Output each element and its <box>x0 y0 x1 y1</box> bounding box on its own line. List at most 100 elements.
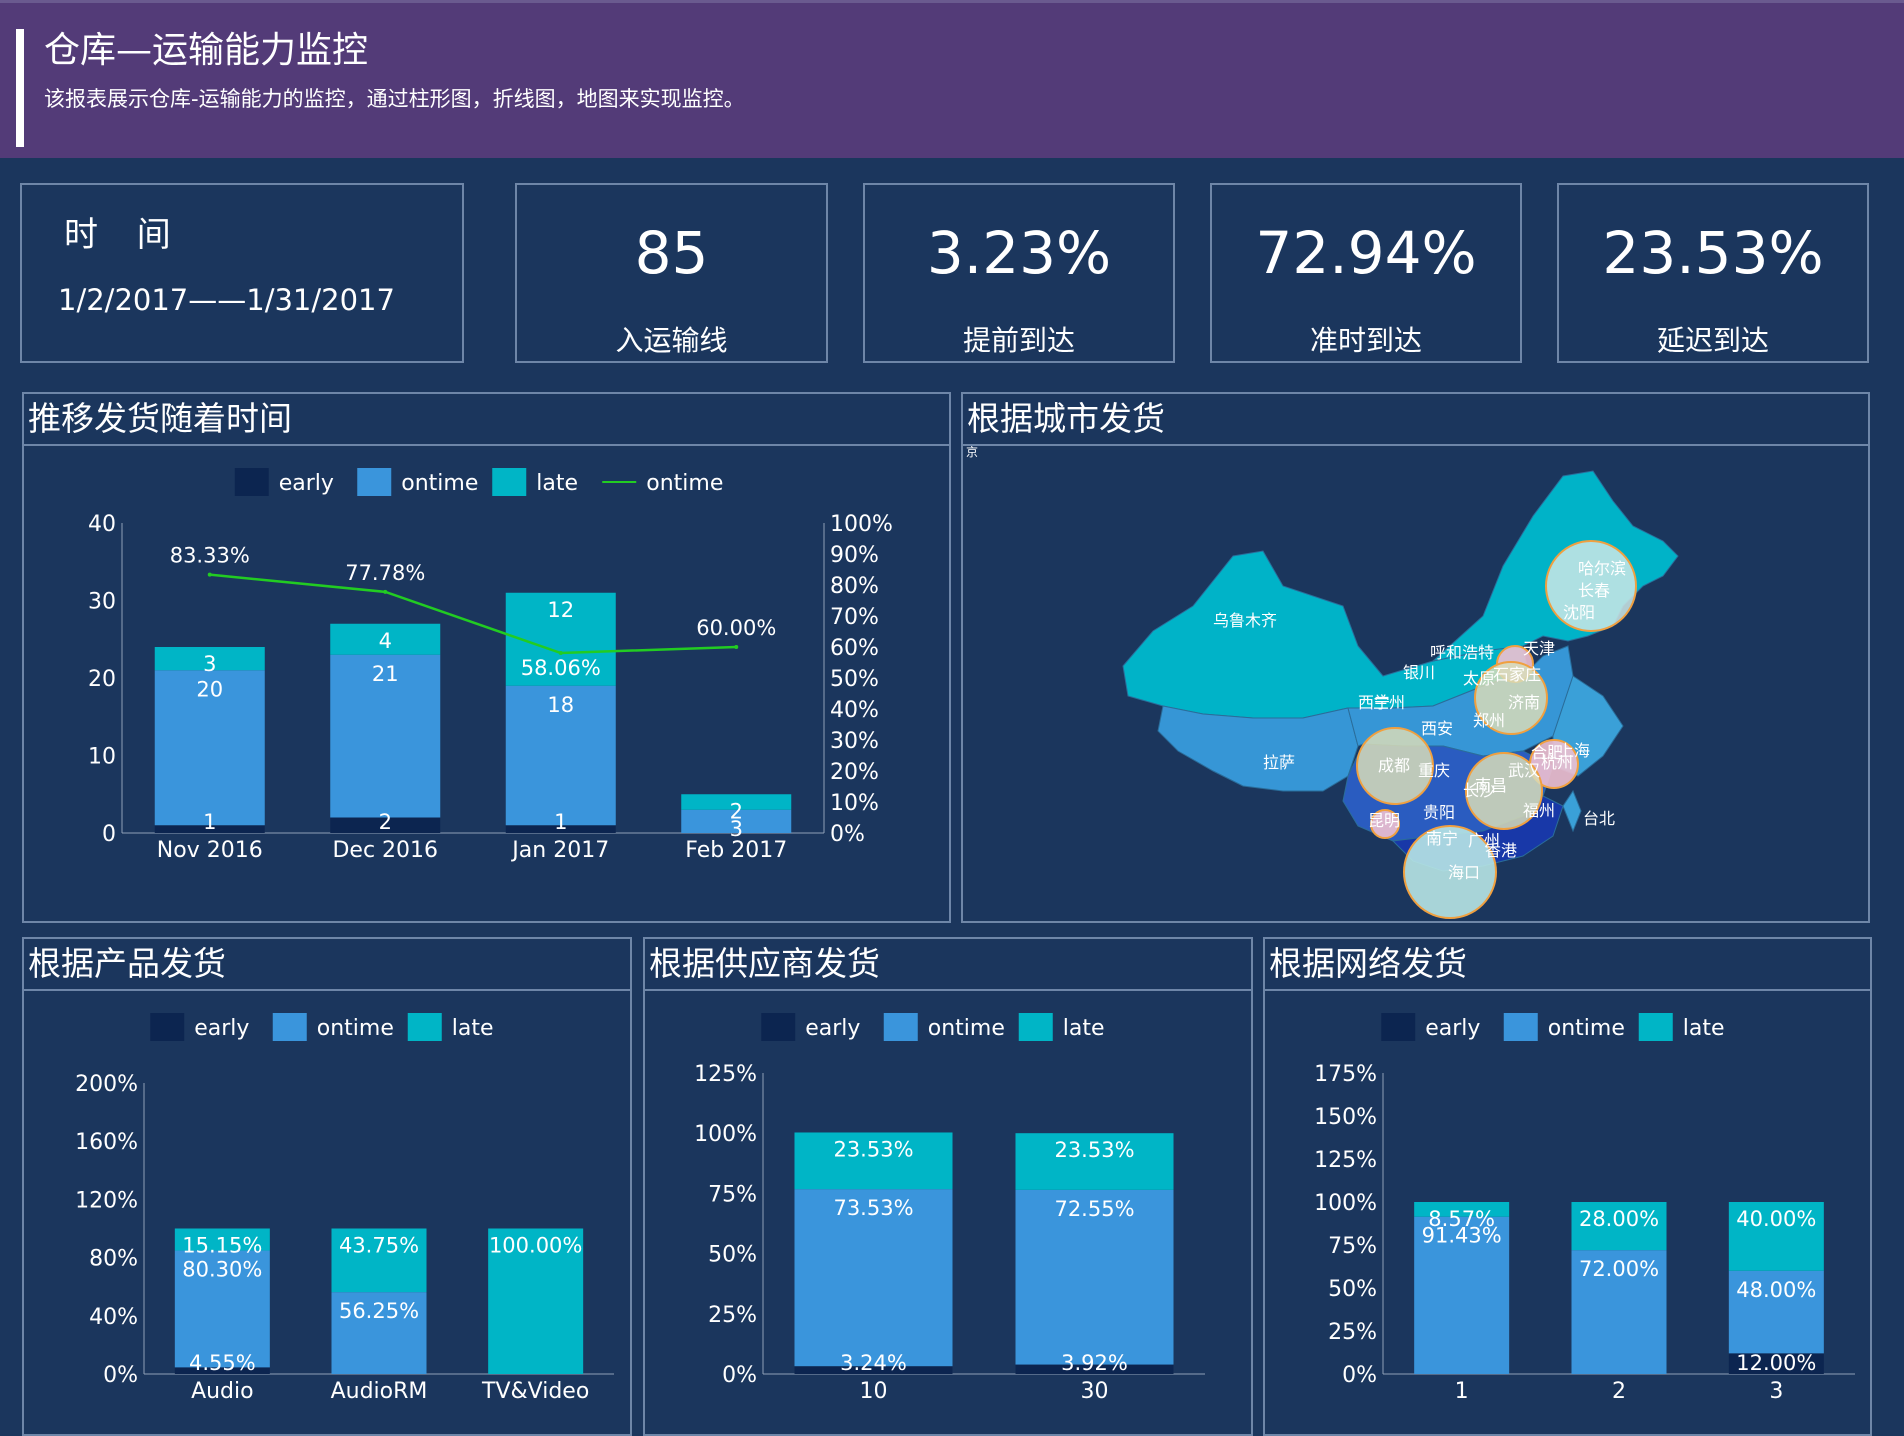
line-data-label: 77.78% <box>345 561 425 585</box>
data-label-late: 23.53% <box>833 1137 913 1161</box>
bar-late-Audio <box>174 1228 270 1251</box>
map-city-label: 昆明 <box>1368 811 1400 830</box>
y-tick-label: 0% <box>722 1363 757 1388</box>
map-city-label: 重庆 <box>1418 761 1450 780</box>
bar-late-AudioRM <box>331 1228 427 1293</box>
map-bubble-jinan[interactable] <box>1474 661 1548 735</box>
data-label-early: 3.24% <box>840 1351 907 1375</box>
data-label-late: 28.00% <box>1579 1207 1659 1231</box>
bar-late-3 <box>1728 1202 1824 1271</box>
legend-label-late: late <box>536 471 578 496</box>
legend-swatch-late <box>492 468 527 496</box>
product-panel-title: 根据产品发货 <box>24 939 630 991</box>
y2-tick-label: 90% <box>830 543 879 568</box>
y-tick-label: 25% <box>1328 1320 1377 1345</box>
line-data-label: 83.33% <box>170 544 250 568</box>
y-tick-label: 100% <box>1314 1191 1377 1216</box>
legend-label-ontime: ontime <box>317 1016 394 1041</box>
map-city-label: 长春 <box>1578 581 1610 600</box>
kpi-ontime-value: 72.94% <box>1255 219 1477 287</box>
legend-swatch-late <box>1018 1013 1053 1041</box>
legend-swatch-ontime <box>357 468 392 496</box>
legend-swatch-late <box>1638 1013 1673 1041</box>
map-bubble-haikou[interactable] <box>1403 825 1497 919</box>
y-tick-label: 175% <box>1314 1062 1377 1087</box>
map-panel-title: 根据城市发货 <box>963 394 1868 446</box>
y-tick-label: 40 <box>88 512 116 537</box>
legend-swatch-early <box>234 468 269 496</box>
legend-label-early: early <box>805 1016 860 1041</box>
map-city-label: 哈尔滨 <box>1578 559 1626 578</box>
map-city-label: 武汉 <box>1508 761 1540 780</box>
data-label-late: 3 <box>203 652 216 676</box>
legend-swatch-ontime <box>1503 1013 1538 1041</box>
map-city-label: 香港 <box>1485 841 1517 860</box>
legend-swatch-late <box>407 1013 442 1041</box>
data-label-ontime: 72.00% <box>1579 1257 1659 1281</box>
map-bubble-chengdu[interactable] <box>1356 727 1434 805</box>
map-city-label: 福州 <box>1523 801 1555 820</box>
kpi-ontime-card: 72.94% 准时到达 <box>1210 183 1522 363</box>
bar-late-Feb 2017 <box>681 794 792 810</box>
y-tick-label: 125% <box>694 1062 757 1087</box>
data-label-early: 12.00% <box>1736 1351 1816 1375</box>
ontime-rate-point <box>734 645 739 649</box>
map-city-label: 南宁 <box>1426 829 1458 848</box>
kpi-early-card: 3.23% 提前到达 <box>863 183 1175 363</box>
legend-swatch-ontime <box>883 1013 918 1041</box>
map-city-label: 拉萨 <box>1263 753 1295 772</box>
data-label-ontime: 48.00% <box>1736 1278 1816 1302</box>
map-city-label: 成都 <box>1378 756 1410 775</box>
supplier-panel: 根据供应商发货 early ontime late 0% 25% 50% 75% 100% 12… <box>643 937 1253 1436</box>
trend-panel: 推移发货随着时间 early ontime late ontime 0 10 20 30 40 1… <box>22 392 951 923</box>
map-bubble-wuhan[interactable] <box>1465 752 1543 830</box>
map-city-label: 西安 <box>1421 719 1453 738</box>
kpi-early-label: 提前到达 <box>962 324 1075 357</box>
y-tick-label: 20 <box>88 667 116 692</box>
x-tick-label: Dec 2016 <box>332 838 438 863</box>
data-label-late: 4 <box>379 629 392 653</box>
map-city-label: 合肥 <box>1531 743 1563 762</box>
data-label-early: 1 <box>554 810 567 834</box>
y-tick-label: 160% <box>75 1130 138 1155</box>
ontime-rate-point <box>558 651 563 656</box>
map-city-label: 南昌 <box>1475 776 1507 795</box>
map-region-taiwan[interactable] <box>1562 789 1582 833</box>
data-label-late: 40.00% <box>1736 1207 1816 1231</box>
data-label-early: 2 <box>379 810 392 834</box>
legend-label-ontime: ontime <box>401 471 478 496</box>
map-city-label: 银川 <box>1403 663 1435 682</box>
map-city-label: 郑州 <box>1473 711 1505 730</box>
x-tick-label: 30 <box>1081 1379 1109 1404</box>
page-header: 仓库—运输能力监控 该报表展示仓库-运输能力的监控，通过柱形图，折线图，地图来实… <box>0 0 1904 158</box>
bar-early-Nov 2016 <box>154 825 265 833</box>
y2-tick-label: 20% <box>830 760 879 785</box>
ontime-rate-point <box>383 589 388 594</box>
data-label-ontime: 80.30% <box>182 1258 262 1282</box>
map-bubble-harbin[interactable] <box>1545 540 1637 632</box>
y2-tick-label: 100% <box>830 512 893 537</box>
data-label-early: 4.55% <box>189 1351 256 1375</box>
y-tick-label: 30 <box>88 590 116 615</box>
map-city-label: 太原 <box>1463 669 1495 688</box>
map-city-label: 天津 <box>1523 639 1555 658</box>
map-city-label: 台北 <box>1583 809 1615 828</box>
y-tick-label: 0 <box>102 822 116 847</box>
bar-late-2 <box>1571 1202 1667 1251</box>
map-region-tibet[interactable] <box>1157 705 1359 792</box>
map-corner-label: 京 <box>966 446 978 459</box>
time-label: 时 间 <box>64 215 185 255</box>
bar-ontime-30 <box>1015 1189 1174 1365</box>
y2-tick-label: 60% <box>830 636 879 661</box>
y-tick-label: 75% <box>1328 1234 1377 1259</box>
bar-late-1 <box>1414 1202 1510 1217</box>
data-label-ontime: 3 <box>730 817 743 841</box>
map-bubble-kunming[interactable] <box>1370 809 1400 839</box>
bar-ontime-1 <box>1414 1216 1510 1374</box>
bar-early-30 <box>1015 1364 1174 1374</box>
ontime-rate-line <box>209 573 737 655</box>
legend-label-ontime: ontime <box>928 1016 1005 1041</box>
y2-tick-label: 30% <box>830 729 879 754</box>
bar-ontime-Audio <box>174 1250 270 1368</box>
